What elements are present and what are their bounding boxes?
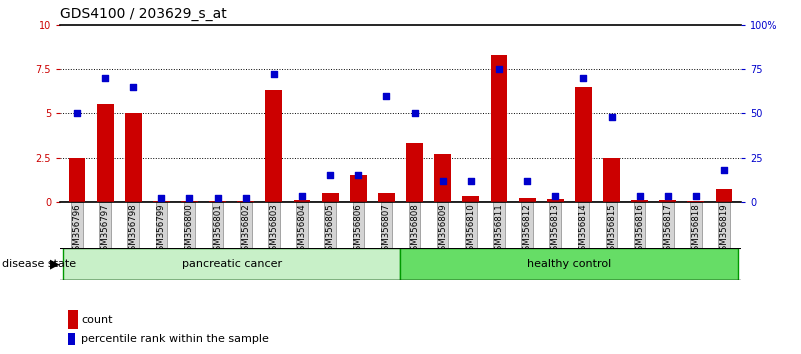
- Text: GDS4100 / 203629_s_at: GDS4100 / 203629_s_at: [60, 7, 227, 21]
- Point: [99, 75, 111, 81]
- Bar: [490, 55, 507, 202]
- Point: [493, 66, 505, 72]
- Point: [296, 194, 308, 199]
- Point: [211, 195, 224, 201]
- Bar: [125, 113, 142, 202]
- Bar: [603, 158, 620, 202]
- Bar: [575, 87, 592, 202]
- Bar: [631, 200, 648, 202]
- Bar: [350, 175, 367, 202]
- Bar: [153, 201, 170, 202]
- Point: [324, 172, 336, 178]
- Point: [155, 195, 167, 201]
- Point: [127, 84, 139, 90]
- Point: [549, 194, 562, 199]
- Text: count: count: [81, 315, 112, 325]
- Bar: [400, 248, 738, 280]
- Bar: [406, 143, 423, 202]
- Point: [183, 195, 196, 201]
- Point: [239, 195, 252, 201]
- Text: pancreatic cancer: pancreatic cancer: [182, 259, 282, 269]
- Bar: [659, 200, 676, 202]
- Bar: [715, 189, 732, 202]
- Point: [634, 194, 646, 199]
- Bar: [687, 201, 704, 202]
- Text: disease state: disease state: [2, 259, 76, 269]
- Point: [718, 167, 731, 173]
- Bar: [547, 199, 564, 202]
- Bar: [294, 200, 311, 202]
- Point: [521, 178, 533, 183]
- Bar: [237, 201, 254, 202]
- Text: ▶: ▶: [50, 257, 60, 270]
- Bar: [97, 104, 114, 202]
- Bar: [63, 248, 400, 280]
- Bar: [265, 90, 282, 202]
- Bar: [434, 154, 451, 202]
- Text: percentile rank within the sample: percentile rank within the sample: [81, 334, 269, 344]
- Point: [662, 194, 674, 199]
- Point: [465, 178, 477, 183]
- Point: [352, 172, 364, 178]
- Bar: [519, 198, 536, 202]
- Point: [70, 110, 83, 116]
- Bar: [209, 201, 226, 202]
- Bar: [378, 193, 395, 202]
- Point: [380, 93, 392, 98]
- Bar: [322, 193, 339, 202]
- Bar: [462, 196, 479, 202]
- Point: [690, 194, 702, 199]
- Point: [437, 178, 449, 183]
- Point: [409, 110, 421, 116]
- Point: [605, 114, 618, 120]
- Text: healthy control: healthy control: [527, 259, 611, 269]
- Bar: [181, 201, 198, 202]
- Bar: [69, 158, 86, 202]
- Point: [577, 75, 590, 81]
- Point: [268, 72, 280, 77]
